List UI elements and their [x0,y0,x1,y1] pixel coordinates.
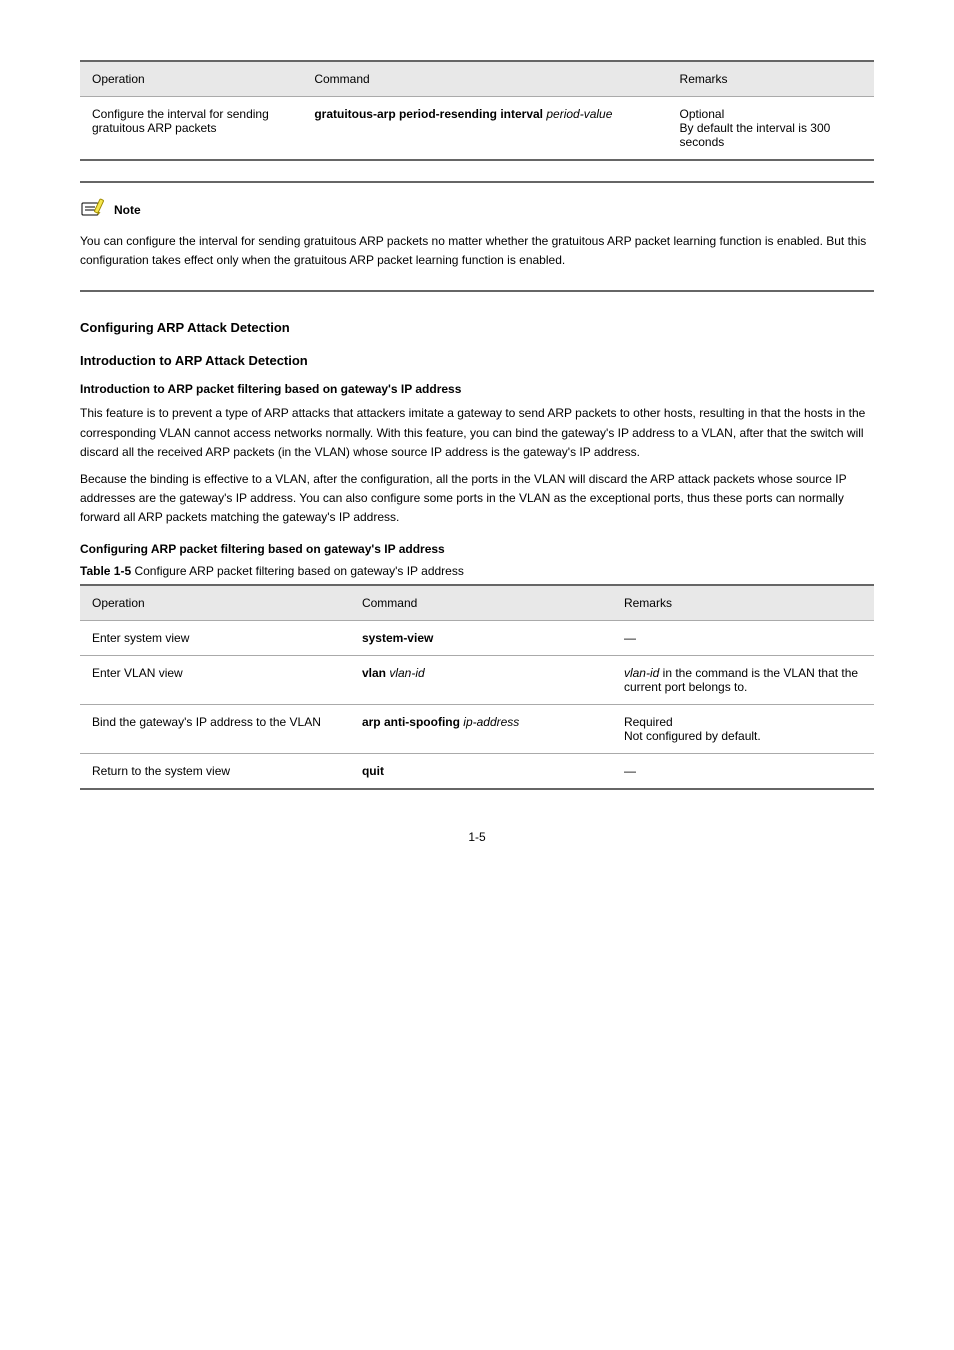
caption-label: Table 1-5 [80,564,134,578]
t2r4-rem: — [612,753,874,789]
table1-header-remarks: Remarks [668,61,874,97]
page-number: 1-5 [80,830,874,844]
section-heading: Configuring ARP Attack Detection [80,320,874,335]
subheading-2: Configuring ARP packet filtering based o… [80,542,874,556]
cmd-bold: system-view [362,631,433,645]
t2r1-cmd: system-view [350,620,612,655]
section-subheading: Introduction to ARP Attack Detection [80,353,874,368]
remarks-line1: Optional [680,107,725,121]
table-row: Bind the gateway's IP address to the VLA… [80,704,874,753]
table1-header-operation: Operation [80,61,302,97]
t2r2-rem: vlan-id in the command is the VLAN that … [612,655,874,704]
cmd-bold: arp anti-spoofing [362,715,463,729]
table2-header-operation: Operation [80,585,350,621]
cmd-bold: quit [362,764,384,778]
t2r3-cmd: arp anti-spoofing ip-address [350,704,612,753]
paragraph-2: Because the binding is effective to a VL… [80,470,874,528]
table-row: Return to the system view quit — [80,753,874,789]
t2r4-cmd: quit [350,753,612,789]
note-text: You can configure the interval for sendi… [80,232,874,270]
table-row: Enter system view system-view — [80,620,874,655]
t2r3-op: Bind the gateway's IP address to the VLA… [80,704,350,753]
subheading-1: Introduction to ARP packet filtering bas… [80,382,874,396]
t2r1-op: Enter system view [80,620,350,655]
paragraph-1: This feature is to prevent a type of ARP… [80,404,874,462]
note-label: Note [114,203,141,217]
table1-header-command: Command [302,61,667,97]
cmd-arg: ip-address [463,715,519,729]
table2-caption: Table 1-5 Configure ARP packet filtering… [80,564,874,578]
rem-suffix: in the command is the VLAN that the curr… [624,666,858,694]
t2r2-cmd: vlan vlan-id [350,655,612,704]
cmd-prefix: gratuitous-arp period-resending interval [314,107,546,121]
rem-line1: Required [624,715,673,729]
table2-header-remarks: Remarks [612,585,874,621]
note-icon [80,197,108,222]
config-table-1: Operation Command Remarks Configure the … [80,60,874,161]
cmd-bold: vlan [362,666,389,680]
cmd-arg: vlan-id [389,666,424,680]
table1-row-cmd: gratuitous-arp period-resending interval… [302,97,667,161]
table1-row-op: Configure the interval for sending gratu… [80,97,302,161]
t2r2-op: Enter VLAN view [80,655,350,704]
remarks-line2: By default the interval is 300 seconds [680,121,831,149]
table1-row-remarks: OptionalBy default the interval is 300 s… [668,97,874,161]
t2r1-rem: — [612,620,874,655]
t2r4-op: Return to the system view [80,753,350,789]
t2r3-rem: RequiredNot configured by default. [612,704,874,753]
note-box: Note You can configure the interval for … [80,181,874,292]
rem-line2: Not configured by default. [624,729,761,743]
rem-arg: vlan-id [624,666,659,680]
config-table-2: Operation Command Remarks Enter system v… [80,584,874,790]
table-row: Configure the interval for sending gratu… [80,97,874,161]
caption-text: Configure ARP packet filtering based on … [134,564,463,578]
table-row: Enter VLAN view vlan vlan-id vlan-id in … [80,655,874,704]
table2-header-command: Command [350,585,612,621]
cmd-arg: period-value [546,107,612,121]
